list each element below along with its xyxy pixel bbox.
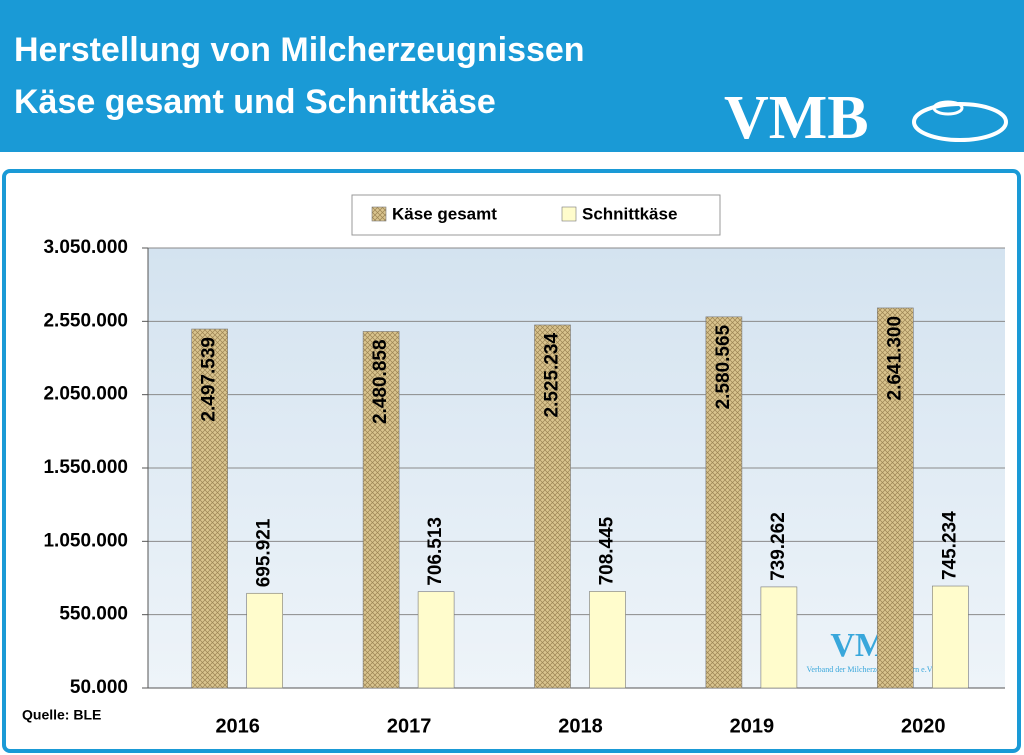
bar <box>417 591 455 689</box>
x-tick-label: 2020 <box>901 715 946 737</box>
header-band <box>0 0 1024 152</box>
value-label: 695.921 <box>254 518 275 587</box>
value-label: 2.497.539 <box>199 337 220 422</box>
value-label: 745.234 <box>939 511 960 580</box>
bar <box>876 307 914 689</box>
legend-swatch <box>561 206 577 222</box>
bar <box>931 585 969 689</box>
y-tick-label: 1.050.000 <box>43 530 128 551</box>
x-tick-label: 2016 <box>215 715 260 737</box>
x-tick-label: 2019 <box>730 715 775 737</box>
y-tick-label: 50.000 <box>70 677 128 698</box>
value-label: 708.445 <box>597 516 618 585</box>
watermark-text: Verband der Milcherzeuger Bayern e.V. <box>807 665 934 674</box>
legend <box>351 194 721 236</box>
value-label: 2.641.300 <box>884 316 905 401</box>
y-tick-label: 2.050.000 <box>43 384 128 405</box>
x-tick-label: 2018 <box>558 715 603 737</box>
value-label: 706.513 <box>425 517 446 586</box>
chart-subtitle: Käse gesamt und Schnittkäse <box>14 83 496 121</box>
value-label: 2.525.234 <box>542 333 563 418</box>
value-label: 739.262 <box>768 512 789 581</box>
value-label: 2.480.858 <box>370 339 391 424</box>
legend-swatch <box>371 206 387 222</box>
legend-label: Schnittkäse <box>582 204 677 223</box>
logo: VMB <box>724 84 869 152</box>
chart-title: Herstellung von Milcherzeugnissen <box>14 31 585 69</box>
bar <box>246 592 283 689</box>
bar <box>760 586 798 689</box>
x-tick-label: 2017 <box>387 715 432 737</box>
y-tick-label: 550.000 <box>59 604 128 625</box>
bar <box>589 591 626 689</box>
logo-swoosh <box>932 100 964 116</box>
bar <box>534 324 571 689</box>
y-tick-label: 2.550.000 <box>43 310 128 331</box>
y-tick-label: 1.550.000 <box>43 457 128 478</box>
bar <box>705 316 743 689</box>
source: Quelle: BLE <box>22 707 101 723</box>
bar <box>191 328 228 689</box>
y-tick-label: 3.050.000 <box>43 237 128 258</box>
bar <box>362 331 400 689</box>
legend-label: Käse gesamt <box>392 204 497 223</box>
value-label: 2.580.565 <box>713 324 734 409</box>
